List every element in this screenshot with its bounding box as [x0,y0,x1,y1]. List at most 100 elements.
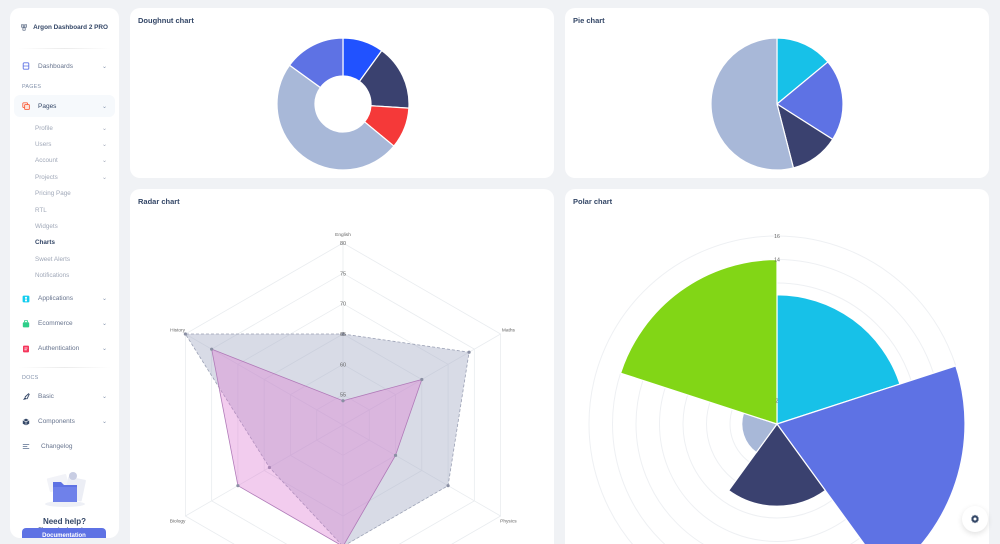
documentation-button[interactable]: Documentation [22,528,106,538]
divider [18,48,111,49]
sidebar: Argon Dashboard 2 PRO Dashboards ⌄ PAGES… [10,8,119,538]
sidebar-item-basic[interactable]: Basic ⌄ [14,386,115,408]
brand-name: Argon Dashboard 2 PRO [33,23,108,31]
sidebar-item-label: Basic [38,393,54,401]
radar-data-point[interactable] [236,484,240,488]
sidebar-subitem-profile[interactable]: Profile ⌄ [10,120,119,136]
page-scrollbar[interactable] [991,0,1000,544]
list-icon [22,443,30,451]
subitem-label: RTL [35,206,47,214]
card-title: Polar chart [573,197,613,206]
subitem-label: Charts [35,239,55,247]
subitem-label: Users [35,141,52,149]
doughnut-chart-card: Doughnut chart [130,8,554,178]
sidebar-item-label: Pages [38,102,57,110]
gear-icon [971,514,979,524]
radar-data-point[interactable] [183,332,187,336]
subitem-label: Profile [35,124,53,132]
radar-data-point[interactable] [341,332,345,336]
chart-slice[interactable] [276,64,395,171]
subitem-label: Projects [35,173,58,181]
radar-category-label: Maths [502,328,516,334]
radar-data-point[interactable] [210,347,214,351]
radar-data-point[interactable] [267,465,272,470]
sidebar-subitem-sweet-alerts[interactable]: Sweet Alerts [10,251,119,267]
polar-segment[interactable] [619,258,778,425]
radar-data-point[interactable] [420,377,424,382]
sidebar-item-components[interactable]: Components ⌄ [14,411,115,433]
brand[interactable]: Argon Dashboard 2 PRO [10,10,119,44]
polar-segment[interactable] [741,412,778,454]
box-icon [22,418,30,426]
sidebar-item-dashboards[interactable]: Dashboards ⌄ [14,55,115,77]
sidebar-item-label: Ecommerce [38,320,73,328]
chart-slice[interactable] [775,61,844,141]
radar-chart[interactable]: 556065707580EnglishMathsPhysicsChemistry… [130,189,554,544]
polar-tick-label: 2 [776,399,779,405]
card-title: Radar chart [138,197,180,206]
radar-tick-label: 60 [340,362,346,368]
sidebar-subitem-projects[interactable]: Projects ⌄ [10,169,119,185]
radar-chart-card: Radar chart 55 60 65 70 75 80 English Maths Phys… [130,189,554,544]
radar-data-point[interactable] [446,484,450,488]
basket-icon [22,319,30,328]
chevron-down-icon: ⌄ [101,103,107,110]
radar-tick-label: 55 [340,393,346,399]
radar-category-label: History [170,328,186,334]
polar-tick-label: 16 [774,234,780,240]
subitem-label: Widgets [35,223,58,231]
spaceship-icon [22,393,30,401]
help-card: Need help? Please check our docs [10,470,119,533]
sidebar-subitem-widgets[interactable]: Widgets [10,218,119,234]
sidebar-item-label: Components [38,418,75,426]
chart-slice[interactable] [288,37,344,89]
chevron-down-icon: ⌄ [101,394,107,401]
sidebar-subitem-rtl[interactable]: RTL [10,202,119,218]
sidebar-item-ecommerce[interactable]: Ecommerce ⌄ [14,313,115,335]
chevron-down-icon: ⌄ [101,142,107,149]
card-title: Doughnut chart [138,16,194,25]
radar-data-point[interactable] [393,453,398,457]
sidebar-item-authentication[interactable]: Authentication ⌄ [14,338,115,360]
sidebar-item-pages[interactable]: Pages ⌄ [14,95,115,117]
polar-chart-card: Polar chart 2 14 16 [565,189,989,544]
radar-data-point[interactable] [467,350,471,354]
shop-icon [22,62,30,70]
chart-slice[interactable] [776,37,829,106]
configurator-button[interactable] [962,506,988,532]
chevron-down-icon: ⌄ [101,63,107,70]
sidebar-item-label: Authentication [38,345,80,353]
sidebar-subitem-users[interactable]: Users ⌄ [10,136,119,152]
radar-data-point[interactable] [341,399,345,403]
apps-icon [22,295,30,303]
chart-slice[interactable] [710,37,795,171]
radar-tick-label: 70 [340,302,346,308]
sidebar-item-label: Applications [38,295,74,303]
sidebar-subitem-pricing-page[interactable]: Pricing Page [10,186,119,202]
subitem-label: Sweet Alerts [35,255,70,263]
radar-category-label: Biology [170,519,186,525]
subitem-label: Notifications [35,272,70,280]
divider [18,366,111,368]
sidebar-subitem-notifications[interactable]: Notifications [10,268,119,284]
section-label-pages: PAGES [22,84,42,90]
polar-segment[interactable] [776,365,966,544]
section-label-docs: DOCS [22,374,39,381]
help-title: Need help? [42,517,87,526]
chevron-down-icon: ⌄ [101,158,107,165]
polar-segment[interactable] [727,422,827,507]
polar-chart[interactable]: 2 14 16 [565,189,989,544]
chevron-down-icon: ⌄ [101,321,107,328]
radar-tick-label: 75 [340,271,346,277]
polar-segment[interactable] [776,294,901,425]
radar-axis-line [342,424,501,517]
sidebar-item-changelog[interactable]: Changelog [14,436,115,458]
pie-chart[interactable] [565,8,989,178]
auth-icon [22,345,30,353]
doughnut-chart[interactable] [130,8,554,178]
chevron-down-icon: ⌄ [101,419,107,426]
sidebar-subitem-charts[interactable]: Charts [10,235,119,251]
sidebar-item-applications[interactable]: Applications ⌄ [14,288,115,310]
sidebar-subitem-account[interactable]: Account ⌄ [10,153,119,169]
subitem-label: Pricing Page [35,190,71,198]
